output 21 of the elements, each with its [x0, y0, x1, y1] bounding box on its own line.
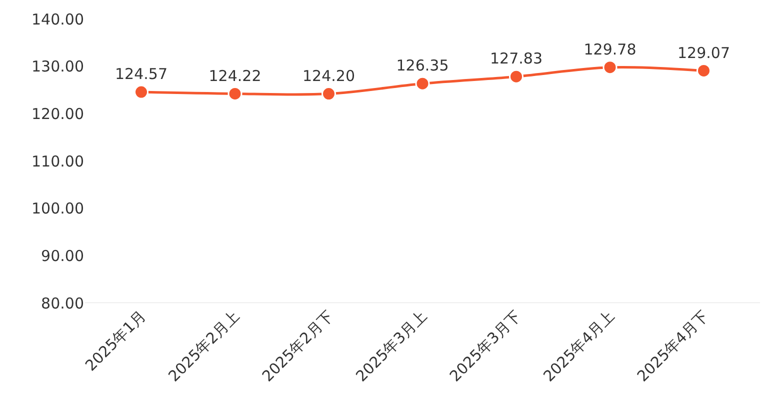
point — [602, 60, 618, 75]
data-label: 124.20 — [302, 66, 355, 85]
y-tick-label: 90.00 — [41, 246, 84, 265]
point — [415, 76, 430, 91]
y-tick-label: 120.00 — [32, 104, 84, 123]
point — [696, 63, 711, 78]
data-label: 124.57 — [115, 65, 168, 84]
data-label: 127.83 — [490, 50, 542, 68]
y-tick-label: 140.00 — [32, 10, 84, 28]
data-label: 129.78 — [584, 40, 636, 58]
point — [322, 86, 336, 102]
y-tick-label: 110.00 — [32, 152, 84, 170]
y-tick-label: 80.00 — [41, 294, 84, 312]
y-tick-label: 100.00 — [32, 200, 84, 218]
point — [509, 69, 524, 84]
point — [228, 86, 242, 101]
point — [134, 84, 148, 100]
data-label: 126.35 — [396, 56, 449, 75]
y-tick-label: 130.00 — [32, 58, 84, 76]
data-label: 124.22 — [208, 66, 262, 85]
data-label: 129.07 — [678, 44, 730, 62]
